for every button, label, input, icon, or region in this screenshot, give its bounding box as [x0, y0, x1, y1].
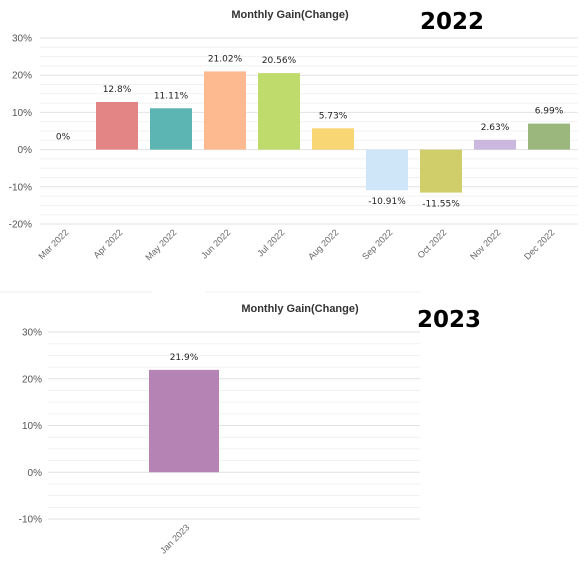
bar[interactable] [528, 123, 570, 150]
chart-2023-gridlines [48, 331, 420, 520]
bar[interactable] [420, 149, 462, 193]
data-label: 2.63% [481, 123, 510, 133]
bar[interactable] [312, 128, 354, 150]
chart-2022: Monthly Gain(Change) 2022 30% 20% 10% 0% -10… [9, 9, 578, 262]
chart-2022-y-axis: 30% 20% 10% 0% -10% -20% [9, 34, 32, 231]
chart-2022-title: Monthly Gain(Change) [231, 9, 349, 21]
x-tick-label: Oct 2022 [416, 227, 449, 260]
bar[interactable] [96, 101, 138, 150]
chart-2022-x-axis: Mar 2022 Apr 2022 May 2022 Jun 2022 Jul 2022… [36, 227, 556, 262]
x-tick-label: Jun 2022 [199, 227, 232, 260]
chart-2023-y-axis: 30% 20% 10% 0% -10% [19, 328, 42, 526]
y-tick-label: -20% [9, 220, 32, 231]
y-tick-label: 20% [12, 71, 32, 82]
x-tick-label: Apr 2022 [92, 227, 125, 260]
chart-2023-year-label: 2023 [417, 307, 481, 333]
x-tick-label: Aug 2022 [306, 227, 340, 261]
data-label: 20.56% [262, 56, 297, 66]
chart-2023-x-axis: Jan 2023 [158, 522, 191, 555]
x-tick-label: Mar 2022 [36, 227, 70, 261]
bar[interactable] [366, 149, 408, 191]
data-label: 0% [56, 133, 71, 143]
y-tick-label: 30% [22, 328, 42, 339]
x-tick-label: May 2022 [143, 227, 178, 262]
x-tick-label: Dec 2022 [522, 227, 556, 261]
x-tick-label: Sep 2022 [360, 227, 394, 261]
bar[interactable] [150, 108, 192, 150]
y-tick-label: 0% [18, 145, 33, 156]
chart-2022-year-label: 2022 [420, 9, 484, 35]
data-label: -11.55% [422, 200, 460, 210]
x-tick-label: Jan 2023 [158, 522, 191, 555]
data-label: 21.9% [170, 353, 199, 363]
bar[interactable] [204, 71, 246, 150]
data-label: 21.02% [208, 54, 243, 64]
x-tick-label: Nov 2022 [468, 227, 502, 261]
chart-2023-title: Monthly Gain(Change) [241, 303, 359, 315]
chart-2023-data-labels: 21.9% [170, 353, 199, 363]
chart-2023: Monthly Gain(Change) 2023 30% 20% 10% 0% -10… [19, 303, 481, 556]
bar[interactable] [474, 139, 516, 150]
y-tick-label: -10% [9, 182, 32, 193]
bar[interactable] [258, 73, 300, 150]
chart-2022-data-labels: 0% 12.8% 11.11% 21.02% 20.56% 5.73% -10.91% -11… [56, 54, 564, 209]
y-tick-label: 10% [12, 108, 32, 119]
data-label: 5.73% [319, 111, 348, 121]
y-tick-label: -10% [19, 515, 42, 526]
chart-2022-bars [96, 71, 570, 193]
y-tick-label: 20% [22, 374, 42, 385]
x-tick-label: Jul 2022 [255, 227, 286, 258]
y-tick-label: 10% [22, 421, 42, 432]
data-label: -10.91% [368, 197, 406, 207]
y-tick-label: 30% [12, 34, 32, 45]
data-label: 11.11% [154, 91, 189, 101]
chart-2023-bars [149, 369, 219, 473]
y-tick-label: 0% [28, 468, 43, 479]
data-label: 12.8% [103, 85, 132, 95]
bar[interactable] [149, 369, 219, 473]
data-label: 6.99% [535, 107, 564, 117]
